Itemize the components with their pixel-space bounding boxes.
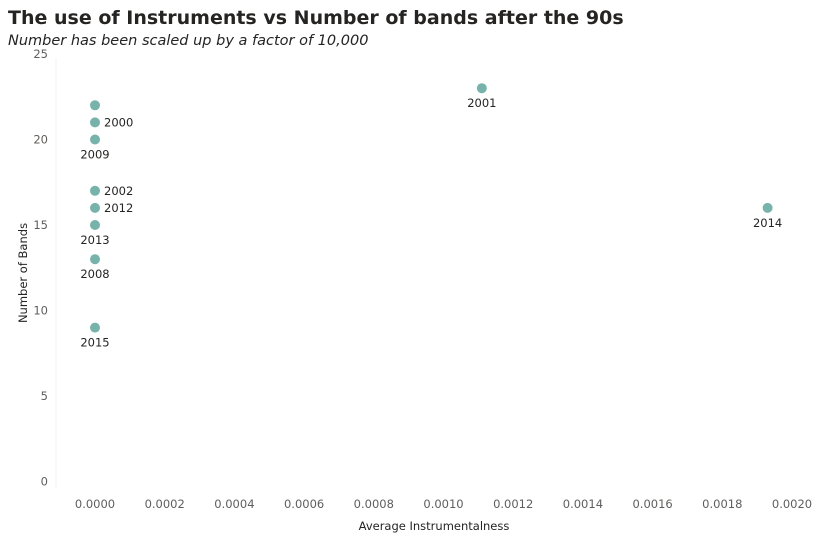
y-tick-label: 15: [33, 218, 48, 232]
data-label: 2000: [104, 115, 133, 129]
x-tick-label: 0.0002: [145, 497, 185, 511]
x-tick-label: 0.0010: [423, 497, 463, 511]
data-point[interactable]: [476, 83, 487, 94]
x-tick-label: 0.0006: [284, 497, 324, 511]
x-tick-label: 0.0004: [214, 497, 254, 511]
x-tick-label: 0.0020: [772, 497, 812, 511]
chart-title: The use of Instruments vs Number of band…: [8, 7, 624, 29]
y-tick-label: 5: [41, 389, 48, 403]
data-label: 2012: [104, 201, 133, 215]
data-label: 2015: [80, 336, 109, 350]
data-label: 2014: [753, 216, 782, 230]
data-points: [90, 83, 773, 333]
y-tick-label: 20: [33, 133, 48, 147]
data-point[interactable]: [90, 254, 100, 265]
data-label: 2013: [80, 233, 109, 247]
data-label: 2002: [104, 184, 133, 198]
x-tick-label: 0.0012: [493, 497, 533, 511]
data-point[interactable]: [90, 134, 100, 145]
data-label: 2001: [467, 96, 496, 110]
y-tick-label: 10: [33, 304, 48, 318]
x-tick-label: 0.0000: [75, 497, 115, 511]
x-axis-title: Average Instrumentalness: [359, 519, 510, 533]
x-tick-label: 0.0018: [702, 497, 742, 511]
x-tick-label: 0.0008: [354, 497, 394, 511]
data-label: 2008: [80, 267, 109, 281]
y-axis-ticks: 0 5 10 15 20 25: [33, 47, 48, 489]
data-point[interactable]: [762, 202, 773, 213]
chart-subtitle: Number has been scaled up by a factor of…: [8, 33, 369, 49]
y-tick-label: 25: [33, 47, 48, 61]
data-point[interactable]: [90, 117, 100, 128]
data-point[interactable]: [90, 185, 100, 196]
y-tick-label: 0: [41, 475, 48, 489]
data-point[interactable]: [90, 202, 100, 213]
data-point[interactable]: [90, 100, 100, 111]
y-axis-title: Number of Bands: [16, 223, 30, 323]
x-axis-ticks: 0.0000 0.0002 0.0004 0.0006 0.0008 0.0010 0.00…: [75, 497, 812, 511]
data-point[interactable]: [90, 220, 100, 230]
x-tick-label: 0.0016: [632, 497, 672, 511]
data-labels: 2000 2009 2002 2012 2013 2008 2015 2001 2014: [80, 96, 782, 349]
data-label: 2009: [80, 148, 109, 162]
x-tick-label: 0.0014: [563, 497, 603, 511]
data-point[interactable]: [90, 322, 100, 333]
